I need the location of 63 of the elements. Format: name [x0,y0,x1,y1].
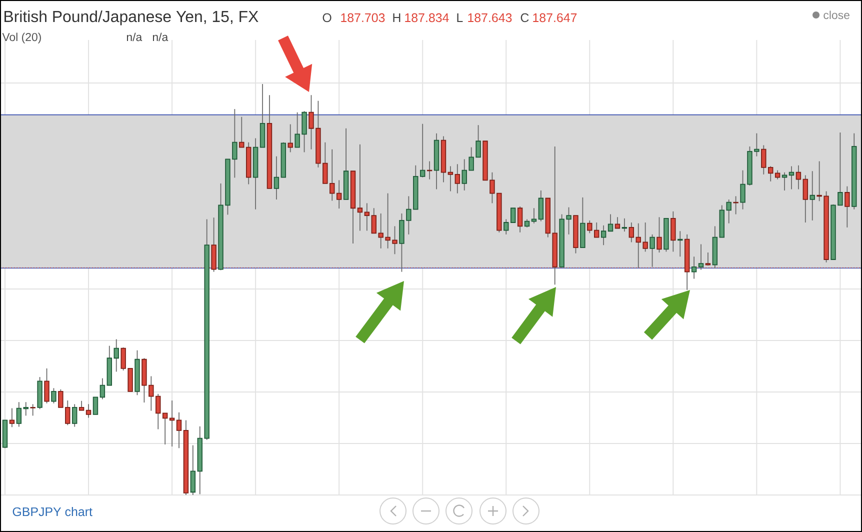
chart-title: British Pound/Japanese Yen, 15, FX [4,10,258,26]
candlestick [44,368,50,404]
candlestick [600,224,606,246]
text: C [520,13,529,22]
candlestick [810,170,815,221]
text: n/a [152,32,168,42]
candlestick [608,214,614,232]
candlestick [788,166,794,190]
candlestick [504,218,509,235]
candlestick [420,123,426,178]
candlestick [622,218,628,232]
candlestick [169,400,175,447]
text: 187.834 [405,13,449,22]
candlestick [698,244,704,270]
candlestick [16,402,22,428]
candlestick [796,164,802,190]
candlestick [86,404,92,418]
text: 187.647 [533,13,577,22]
candlestick [114,338,119,372]
candlestick [705,252,711,266]
candlestick [517,206,523,233]
candlestick [650,234,655,268]
candlestick [274,156,280,200]
candlestick [72,404,78,428]
candlestick [190,444,196,495]
candlestick [454,164,460,194]
candlestick [733,196,738,215]
candlestick [100,378,106,400]
candlestick [364,202,370,232]
text: Vol (20) [2,32,41,44]
candlestick [336,180,342,209]
candlestick [691,256,697,280]
candlestick [614,216,620,229]
candlestick [288,124,293,153]
candlestick [176,412,182,449]
candlestick [92,396,98,415]
candlestick [678,230,683,258]
text: 187.703 [341,13,385,22]
candlestick [9,408,15,428]
text: 187.643 [468,13,512,22]
candlestick [448,166,454,192]
candlestick [78,400,84,411]
text: close [824,10,850,20]
candlestick [656,216,662,253]
candlestick [774,170,780,180]
candlestick [357,144,363,232]
text: H [393,13,400,22]
candlestick [628,222,634,243]
text: O [322,13,332,22]
candlestick [802,174,808,223]
candlestick [239,116,244,148]
text: GBPJPY chart [12,506,92,516]
candlestick [670,210,676,252]
candlestick [538,190,544,222]
text: n/a [126,32,142,42]
candlestick [510,208,516,223]
candlestick [30,404,36,416]
candlestick [162,412,168,445]
candlestick [260,84,266,148]
candlestick [23,402,28,416]
text: L [457,13,463,22]
candlestick [844,186,850,228]
candlestick [51,388,56,404]
